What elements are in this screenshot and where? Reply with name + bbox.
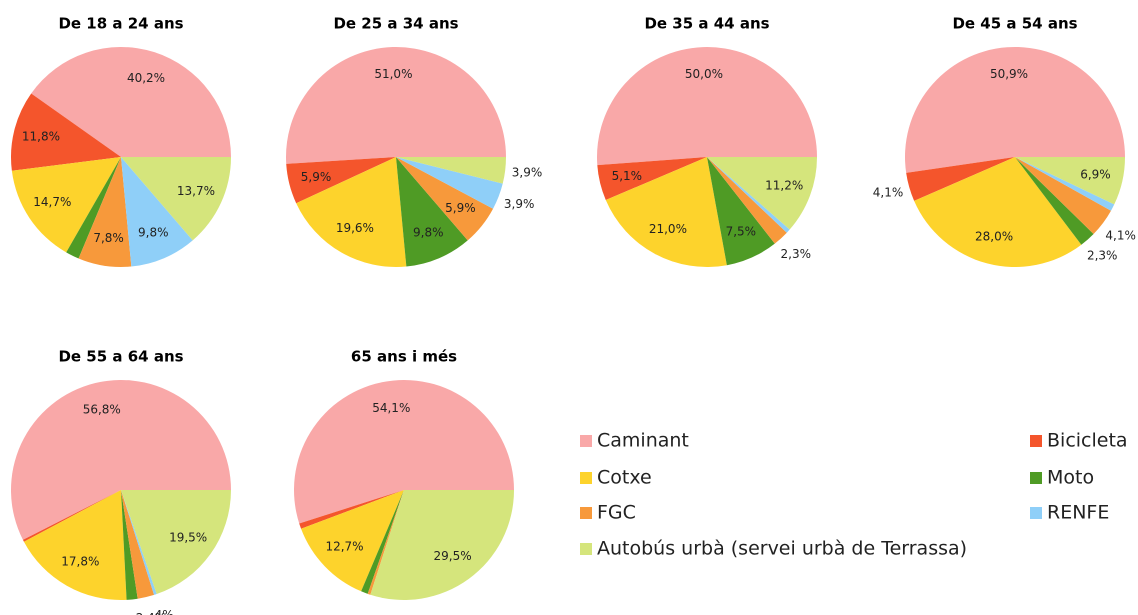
value-label: 50,0% [685,67,723,81]
pie-slice [121,490,231,595]
value-label: 5,1% [612,169,643,183]
pie-slice [396,157,468,267]
value-label: 50,9% [990,67,1028,81]
value-label: 21,0% [649,222,687,236]
value-label: 56,8% [83,402,121,416]
pie-slice [11,157,121,253]
value-label: 9,8% [413,225,444,239]
pie-slice [1015,157,1111,234]
value-label: 11,2% [765,179,803,193]
value-label: 29,5% [434,549,472,563]
pie-slice [396,157,494,241]
pie-slice [31,47,231,157]
pie-slice [294,379,514,524]
legend-label: RENFE [1047,502,1109,524]
pie-slice [22,490,122,542]
pie-slice [121,157,231,241]
legend-swatch [580,507,592,519]
value-label: 14,7% [33,195,71,209]
legend-label: Bicicleta [1047,430,1128,452]
pie-slice [66,157,121,259]
pie-slice [597,157,707,201]
pie-slice [301,490,404,592]
pie-slice [1015,157,1094,245]
pie-title: De 25 a 34 ans [333,15,458,33]
legend-label: Autobús urbà (servei urbà de Terrassa) [597,538,967,560]
pie-slice [1015,157,1125,205]
pie-slice [1015,157,1115,211]
pie-slice [906,157,1015,201]
value-label: ,4% [151,608,174,615]
pie-slice [707,157,817,230]
pie-slice [596,46,817,166]
value-label: 7,8% [93,231,124,245]
value-label: 40,2% [127,71,165,85]
value-label: 5,9% [301,170,332,184]
pie-slice [361,490,404,594]
pie-slice [914,157,1082,268]
value-label: 19,5% [169,530,207,544]
pie-title: De 45 a 54 ans [952,15,1077,33]
value-label: 2,3% [1087,249,1118,263]
value-label: 19,6% [336,221,374,235]
value-label: 17,8% [61,554,99,568]
legend-swatch [1030,472,1042,484]
legend-swatch [1030,507,1042,519]
value-label: 51,0% [374,67,412,81]
pie-slice [367,490,404,595]
legend-swatch [580,435,592,447]
pie-title: De 18 a 24 ans [58,15,183,33]
legend-label: Cotxe [597,467,652,489]
pie-slice [296,157,407,267]
value-label: 9,8% [138,225,169,239]
value-label: 28,0% [975,229,1013,243]
pie-slice [10,379,232,540]
value-label: 11,8% [22,129,60,143]
legend-label: Moto [1047,467,1094,489]
pie-slice [11,93,121,171]
value-label: 13,7% [177,184,215,198]
pie-slice [605,157,727,268]
pie-slice [23,490,127,600]
legend-label: Caminant [597,430,689,452]
value-label: 6,9% [1080,168,1111,182]
pie-slice [78,157,132,267]
pie-title: De 35 a 44 ans [644,15,769,33]
pie-slice [121,157,193,267]
pie-slice [396,157,503,209]
pie-slice [707,157,775,266]
value-label: 7,5% [726,225,757,239]
legend-swatch [1030,435,1042,447]
pie-slice [121,490,155,599]
pie-title: 65 ans i més [351,348,457,366]
pie-slice [370,490,514,600]
pie-slice [707,157,787,244]
pie-slice [286,157,396,204]
pie-slice [121,490,138,600]
value-label: 4,1% [1105,229,1136,243]
legend-label: FGC [597,502,636,524]
value-label: 54,1% [372,401,410,415]
pie-slice [904,46,1125,173]
value-label: 3,9% [504,197,535,211]
pie-title: De 55 a 64 ans [58,348,183,366]
legend-swatch [580,472,592,484]
pie-slice [299,490,404,529]
value-label: 2,4% [136,611,167,615]
pie-slice [707,157,790,233]
value-label: 4,1% [873,186,904,200]
legend-swatch [580,543,592,555]
value-label: 2,3% [781,247,812,261]
pie-slice [286,46,506,164]
value-label: 3,9% [512,166,543,180]
value-label: 12,7% [325,540,363,554]
pie-slice [121,490,157,595]
value-label: 5,9% [445,201,476,215]
pie-slice [396,157,506,184]
